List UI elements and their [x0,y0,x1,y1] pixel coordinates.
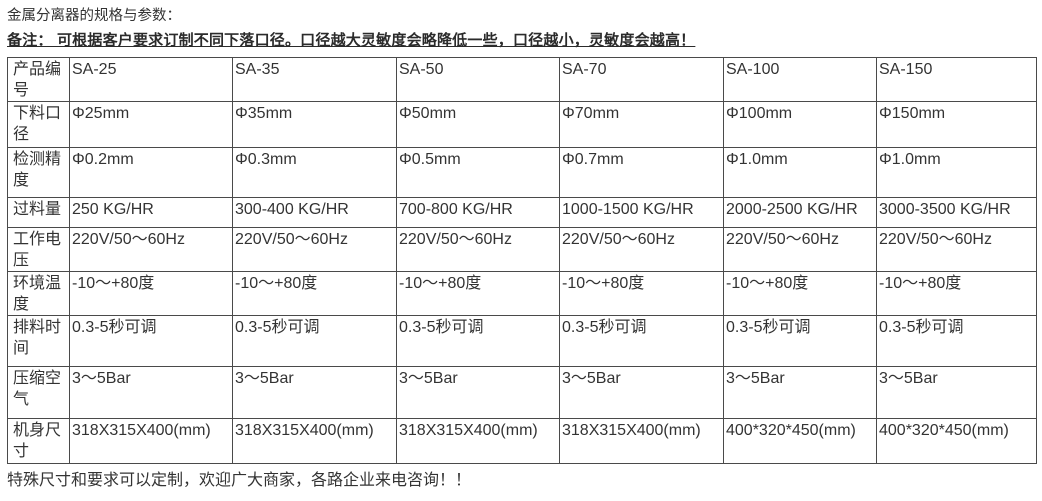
row-label-body-dimensions: 机身尺寸 [7,418,70,464]
spec-cell: 0.3-5秒可调 [232,315,397,367]
spec-cell: 3000-3500 KG/HR [876,197,1037,228]
model-header: SA-70 [559,57,724,102]
spec-cell: 700-800 KG/HR [396,197,560,228]
spec-cell: Φ35mm [232,101,397,148]
spec-cell: Φ100mm [723,101,877,148]
model-header: SA-50 [396,57,560,102]
spec-cell: 318X315X400(mm) [69,418,233,464]
spec-cell: 318X315X400(mm) [232,418,397,464]
spec-cell: 300-400 KG/HR [232,197,397,228]
spec-cell: 3～5Bar [396,366,560,419]
spec-cell: -10～+80度 [69,271,233,316]
model-header: SA-25 [69,57,233,102]
spec-cell: 0.3-5秒可调 [69,315,233,367]
spec-cell: 220V/50～60Hz [876,227,1037,272]
row-label-outlet-diameter: 下料口径 [7,101,70,148]
row-label-ambient-temperature: 环境温度 [7,271,70,316]
spec-cell: Φ0.3mm [232,147,397,198]
spec-cell: 3～5Bar [69,366,233,419]
spec-cell: 220V/50～60Hz [232,227,397,272]
spec-cell: 400*320*450(mm) [876,418,1037,464]
model-header: SA-35 [232,57,397,102]
spec-cell: 220V/50～60Hz [396,227,560,272]
spec-cell: 0.3-5秒可调 [396,315,560,367]
model-header: SA-150 [876,57,1037,102]
spec-cell: -10～+80度 [559,271,724,316]
spec-cell: 2000-2500 KG/HR [723,197,877,228]
spec-cell: 250 KG/HR [69,197,233,228]
spec-cell: Φ0.7mm [559,147,724,198]
footer-note: 特殊尺寸和要求可以定制，欢迎广大商家，各路企业来电咨询！！ [7,472,472,489]
spec-cell: 3～5Bar [559,366,724,419]
spec-cell: 220V/50～60Hz [723,227,877,272]
table-row-outlet-diameter: 下料口径 Φ25mm Φ35mm Φ50mm Φ70mm Φ100mm Φ150… [7,101,1037,148]
spec-cell: Φ1.0mm [723,147,877,198]
spec-cell: 220V/50～60Hz [69,227,233,272]
spec-cell: Φ25mm [69,101,233,148]
spec-cell: Φ0.2mm [69,147,233,198]
note-line: 备注： 可根据客户要求订制不同下落口径。口径越大灵敏度会略降低一些，口径越小，灵… [7,32,696,49]
spec-cell: Φ50mm [396,101,560,148]
spec-cell: 0.3-5秒可调 [559,315,724,367]
spec-cell: 318X315X400(mm) [396,418,560,464]
page-title: 金属分离器的规格与参数： [7,8,181,24]
row-label-working-voltage: 工作电压 [7,227,70,272]
spec-cell: 3～5Bar [876,366,1037,419]
table-row-body-dimensions: 机身尺寸 318X315X400(mm) 318X315X400(mm) 318… [7,418,1037,464]
table-row-discharge-time: 排料时间 0.3-5秒可调 0.3-5秒可调 0.3-5秒可调 0.3-5秒可调… [7,315,1037,367]
spec-cell: 0.3-5秒可调 [876,315,1037,367]
row-label-discharge-time: 排料时间 [7,315,70,367]
table-row-compressed-air: 压缩空气 3～5Bar 3～5Bar 3～5Bar 3～5Bar 3～5Bar … [7,366,1037,419]
spec-cell: Φ1.0mm [876,147,1037,198]
table-row-working-voltage: 工作电压 220V/50～60Hz 220V/50～60Hz 220V/50～6… [7,227,1037,272]
model-header: SA-100 [723,57,877,102]
spec-cell: Φ70mm [559,101,724,148]
spec-cell: 3～5Bar [232,366,397,419]
spec-cell: -10～+80度 [723,271,877,316]
row-label-throughput: 过料量 [7,197,70,228]
table-row-ambient-temperature: 环境温度 -10～+80度 -10～+80度 -10～+80度 -10～+80度… [7,271,1037,316]
spec-cell: 400*320*450(mm) [723,418,877,464]
spec-cell: 0.3-5秒可调 [723,315,877,367]
row-label-compressed-air: 压缩空气 [7,366,70,419]
table-row-header: 产品编号 SA-25 SA-35 SA-50 SA-70 SA-100 SA-1… [7,57,1037,102]
spec-cell: 318X315X400(mm) [559,418,724,464]
row-label-product-code: 产品编号 [7,57,70,102]
spec-cell: -10～+80度 [396,271,560,316]
spec-cell: 3～5Bar [723,366,877,419]
spec-cell: Φ0.5mm [396,147,560,198]
spec-cell: -10～+80度 [232,271,397,316]
table-row-throughput: 过料量 250 KG/HR 300-400 KG/HR 700-800 KG/H… [7,197,1037,228]
row-label-detection-precision: 检测精度 [7,147,70,198]
spec-cell: -10～+80度 [876,271,1037,316]
spec-cell: 1000-1500 KG/HR [559,197,724,228]
table-row-detection-precision: 检测精度 Φ0.2mm Φ0.3mm Φ0.5mm Φ0.7mm Φ1.0mm … [7,147,1037,198]
spec-table: 产品编号 SA-25 SA-35 SA-50 SA-70 SA-100 SA-1… [7,57,1037,464]
spec-cell: Φ150mm [876,101,1037,148]
spec-cell: 220V/50～60Hz [559,227,724,272]
